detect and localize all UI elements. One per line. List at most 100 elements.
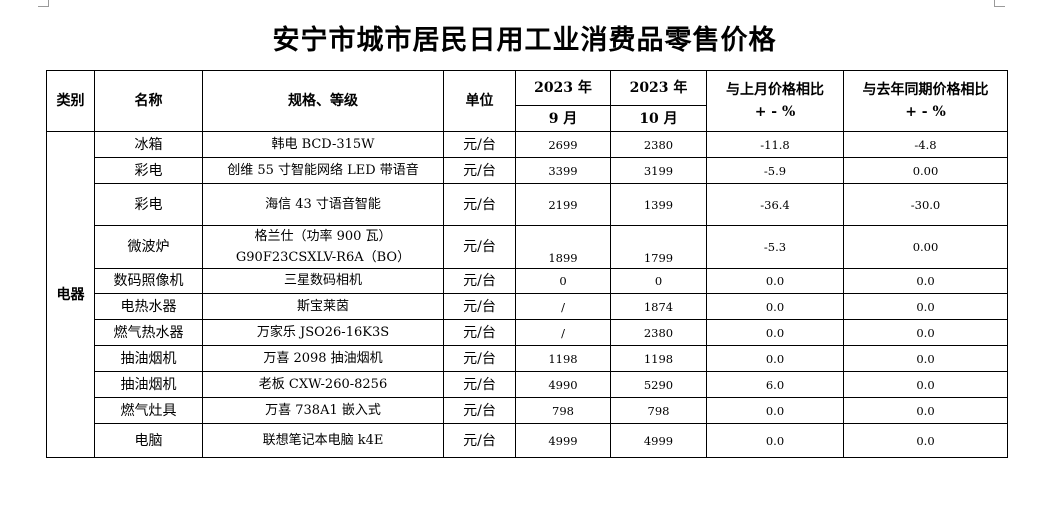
category-cell: 电器 bbox=[46, 131, 95, 458]
price-oct: 1399 bbox=[610, 183, 707, 226]
table-row: 电热水器 斯宝莱茵 元/台 / 1874 0.0 0.0 bbox=[47, 293, 1008, 320]
price-oct: 2380 bbox=[610, 131, 707, 158]
item-spec: 老板 CXW-260-8256 bbox=[202, 371, 444, 398]
price-sep: 1899 bbox=[515, 225, 611, 269]
price-sep: 2199 bbox=[515, 183, 611, 226]
item-unit: 元/台 bbox=[443, 345, 516, 372]
price-sep: 0 bbox=[515, 268, 611, 294]
item-spec: 斯宝莱茵 bbox=[202, 293, 444, 320]
header-unit: 单位 bbox=[443, 70, 516, 132]
item-name: 电热水器 bbox=[94, 293, 203, 320]
price-oct: 4999 bbox=[610, 423, 707, 458]
item-spec: 海信 43 寸语音智能 bbox=[202, 183, 444, 226]
change-yoy: 0.0 bbox=[843, 293, 1008, 320]
change-mom: 0.0 bbox=[706, 319, 844, 346]
item-spec-line2: G90F23CSXLV-R6A（BO） bbox=[235, 249, 411, 265]
item-spec-line1: 格兰仕（功率 900 瓦） bbox=[254, 228, 392, 244]
item-spec: 万喜 2098 抽油烟机 bbox=[202, 345, 444, 372]
item-unit: 元/台 bbox=[443, 183, 516, 226]
change-yoy: 0.0 bbox=[843, 423, 1008, 458]
item-name: 彩电 bbox=[94, 183, 203, 226]
document-title: 安宁市城市居民日用工业消费品零售价格 bbox=[272, 25, 777, 56]
header-mom: 与上月价格相比 + - % bbox=[706, 70, 844, 132]
change-yoy: 0.0 bbox=[843, 268, 1008, 294]
price-oct: 5290 bbox=[610, 371, 707, 398]
item-unit: 元/台 bbox=[443, 397, 516, 424]
item-spec: 联想笔记本电脑 k4E bbox=[202, 423, 444, 458]
change-yoy: 0.0 bbox=[843, 345, 1008, 372]
item-name: 微波炉 bbox=[94, 225, 203, 269]
change-yoy: -4.8 bbox=[843, 131, 1008, 158]
change-yoy: 0.0 bbox=[843, 319, 1008, 346]
price-oct: 1799 bbox=[610, 225, 707, 269]
change-mom: 0.0 bbox=[706, 423, 844, 458]
header-year-sep: 2023 年 bbox=[515, 70, 611, 106]
table-row: 抽油烟机 万喜 2098 抽油烟机 元/台 1198 1198 0.0 0.0 bbox=[47, 345, 1008, 372]
price-oct: 1874 bbox=[610, 293, 707, 320]
change-mom: -5.3 bbox=[706, 225, 844, 269]
change-yoy: 0.00 bbox=[843, 225, 1008, 269]
price-sep: / bbox=[515, 319, 611, 346]
table-row: 抽油烟机 老板 CXW-260-8256 元/台 4990 5290 6.0 0… bbox=[47, 371, 1008, 398]
table-row: 燃气热水器 万家乐 JSO26-16K3S 元/台 / 2380 0.0 0.0 bbox=[47, 319, 1008, 346]
change-mom: -5.9 bbox=[706, 157, 844, 184]
item-spec: 万家乐 JSO26-16K3S bbox=[202, 319, 444, 346]
change-mom: 0.0 bbox=[706, 345, 844, 372]
header-yoy-line1: 与去年同期价格相比 bbox=[862, 82, 989, 98]
table-row: 电器 冰箱 韩电 BCD-315W 元/台 2699 2380 -11.8 -4… bbox=[46, 131, 1008, 458]
price-sep: 2699 bbox=[515, 131, 611, 158]
header-category: 类别 bbox=[46, 70, 95, 132]
change-yoy: 0.0 bbox=[843, 371, 1008, 398]
table-row: 彩电 创维 55 寸智能网络 LED 带语音 元/台 3399 3199 -5.… bbox=[47, 157, 1008, 184]
item-spec: 三星数码相机 bbox=[202, 268, 444, 294]
change-mom: 6.0 bbox=[706, 371, 844, 398]
header-mom-line1: 与上月价格相比 bbox=[726, 82, 824, 98]
change-mom: -11.8 bbox=[706, 131, 844, 158]
item-unit: 元/台 bbox=[443, 423, 516, 458]
item-name: 抽油烟机 bbox=[94, 371, 203, 398]
change-mom: -36.4 bbox=[706, 183, 844, 226]
header-name: 名称 bbox=[94, 70, 203, 132]
item-spec: 万喜 738A1 嵌入式 bbox=[202, 397, 444, 424]
table-row: 数码照像机 三星数码相机 元/台 0 0 0.0 0.0 bbox=[47, 268, 1008, 294]
table-row: 彩电 海信 43 寸语音智能 元/台 2199 1399 -36.4 -30.0 bbox=[47, 183, 1008, 226]
price-sep: / bbox=[515, 293, 611, 320]
table-row: 燃气灶具 万喜 738A1 嵌入式 元/台 798 798 0.0 0.0 bbox=[47, 397, 1008, 424]
price-sep: 4999 bbox=[515, 423, 611, 458]
item-name: 冰箱 bbox=[94, 131, 203, 158]
header-row-1: 类别 名称 规格、等级 单位 2023 年 2023 年 与上月价格相比 + -… bbox=[46, 70, 1008, 132]
price-sep: 1198 bbox=[515, 345, 611, 372]
table-row: 微波炉 格兰仕（功率 900 瓦） G90F23CSXLV-R6A（BO） 元/… bbox=[47, 225, 1008, 269]
header-row-2: 9 月 10 月 bbox=[47, 105, 1008, 132]
price-oct: 2380 bbox=[610, 319, 707, 346]
header-yoy: 与去年同期价格相比 + - % bbox=[843, 70, 1008, 132]
header-month-sep: 9 月 bbox=[515, 105, 611, 132]
table-row: 电脑 联想笔记本电脑 k4E 元/台 4999 4999 0.0 0.0 bbox=[47, 423, 1008, 458]
header-yoy-line2: + - % bbox=[905, 104, 946, 120]
item-spec: 韩电 BCD-315W bbox=[202, 131, 444, 158]
price-sep: 798 bbox=[515, 397, 611, 424]
change-yoy: -30.0 bbox=[843, 183, 1008, 226]
price-oct: 1198 bbox=[610, 345, 707, 372]
price-oct: 0 bbox=[610, 268, 707, 294]
item-name: 电脑 bbox=[94, 423, 203, 458]
item-name: 燃气灶具 bbox=[94, 397, 203, 424]
header-spec: 规格、等级 bbox=[202, 70, 444, 132]
price-oct: 798 bbox=[610, 397, 707, 424]
page-corner-mark-right bbox=[994, 0, 1005, 7]
item-spec: 创维 55 寸智能网络 LED 带语音 bbox=[202, 157, 444, 184]
price-sep: 4990 bbox=[515, 371, 611, 398]
price-sep: 3399 bbox=[515, 157, 611, 184]
item-unit: 元/台 bbox=[443, 225, 516, 269]
item-unit: 元/台 bbox=[443, 131, 516, 158]
item-unit: 元/台 bbox=[443, 319, 516, 346]
change-mom: 0.0 bbox=[706, 268, 844, 294]
item-unit: 元/台 bbox=[443, 293, 516, 320]
page-corner-mark-left bbox=[38, 0, 49, 7]
item-unit: 元/台 bbox=[443, 157, 516, 184]
price-table: 类别 名称 规格、等级 单位 2023 年 2023 年 与上月价格相比 + -… bbox=[46, 70, 1008, 458]
change-mom: 0.0 bbox=[706, 293, 844, 320]
change-yoy: 0.0 bbox=[843, 397, 1008, 424]
header-year-oct: 2023 年 bbox=[610, 70, 707, 106]
header-month-oct: 10 月 bbox=[610, 105, 707, 132]
